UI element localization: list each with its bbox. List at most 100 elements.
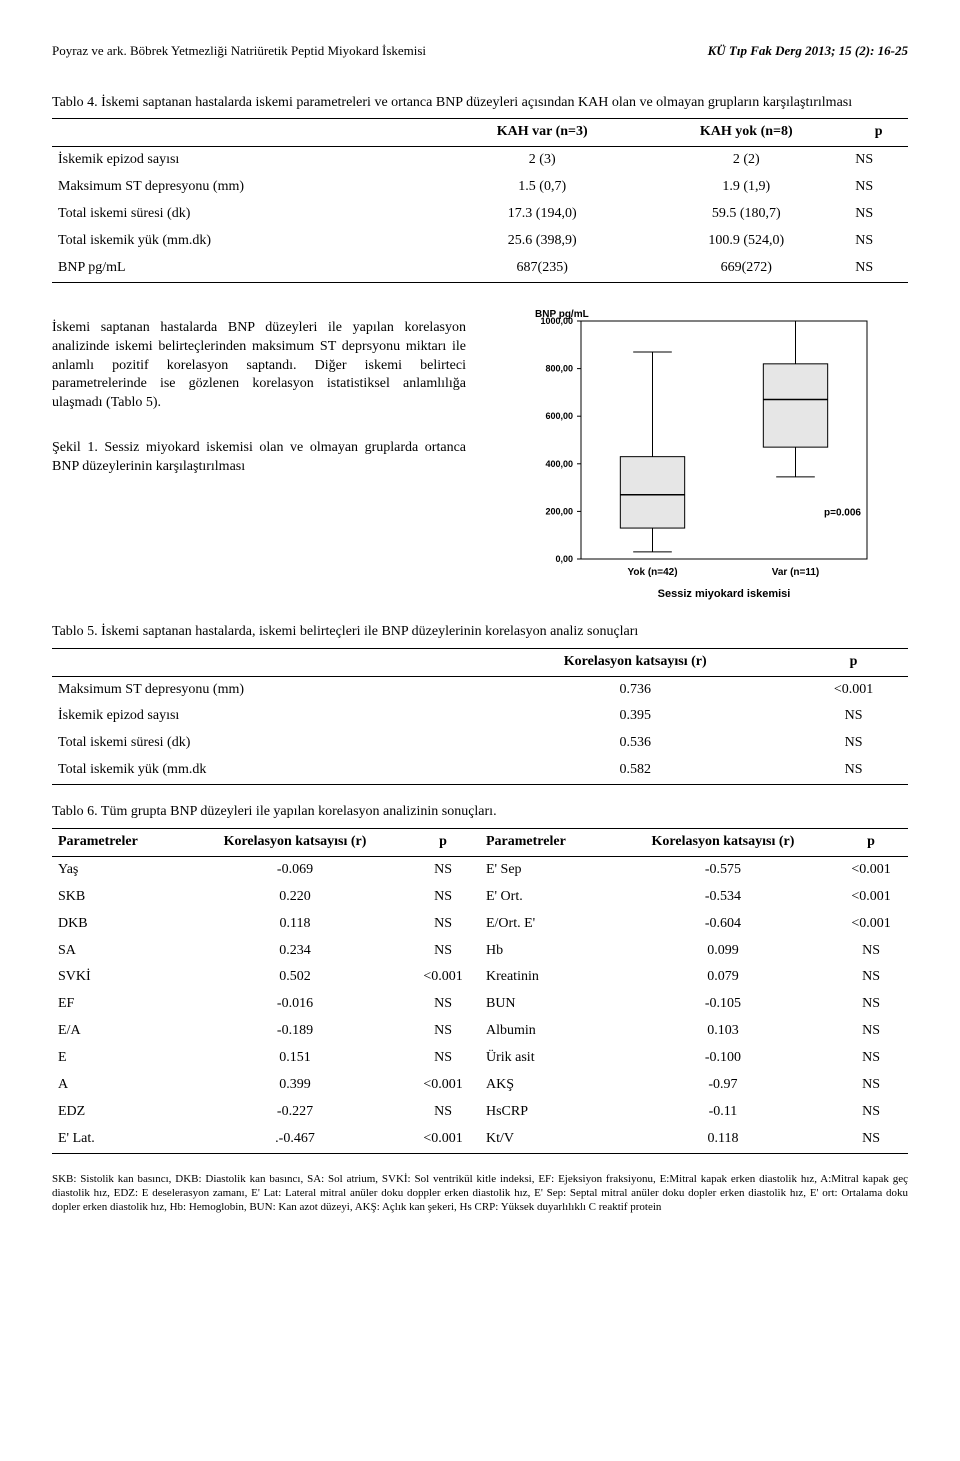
table-cell: 0.103	[612, 1018, 834, 1045]
table-cell: NS	[799, 730, 908, 757]
table-row: Total iskemik yük (mm.dk0.582NS	[52, 757, 908, 784]
table5: Korelasyon katsayısı (r) p Maksimum ST d…	[52, 648, 908, 785]
table5-head-c2: p	[799, 648, 908, 676]
table-cell: NS	[406, 1018, 480, 1045]
table-cell: 0.234	[184, 938, 406, 965]
table-cell: .-0.467	[184, 1126, 406, 1153]
table-row: SA0.234NSHb0.099NS	[52, 938, 908, 965]
table-row: E/A-0.189NSAlbumin0.103NS	[52, 1018, 908, 1045]
figure1-caption: Şekil 1. Sessiz miyokard iskemisi olan v…	[52, 439, 466, 477]
table-row: Maksimum ST depresyonu (mm)1.5 (0,7)1.9 …	[52, 174, 908, 201]
table-cell: Yaş	[52, 856, 184, 883]
table-row: Total iskemi süresi (dk)0.536NS	[52, 730, 908, 757]
table-cell: 100.9 (524,0)	[643, 228, 849, 255]
table-cell: E' Ort.	[480, 884, 612, 911]
svg-text:p=0.006: p=0.006	[824, 507, 861, 518]
table-cell: SVKİ	[52, 964, 184, 991]
table-cell: Hb	[480, 938, 612, 965]
table-cell: Ürik asit	[480, 1045, 612, 1072]
table-cell: A	[52, 1072, 184, 1099]
table-cell: -0.105	[612, 991, 834, 1018]
table-row: EDZ-0.227NSHsCRP-0.11NS	[52, 1099, 908, 1126]
table-cell: -0.534	[612, 884, 834, 911]
table-cell: -0.11	[612, 1099, 834, 1126]
table-row: SVKİ0.502<0.001Kreatinin0.079NS	[52, 964, 908, 991]
table-cell: -0.100	[612, 1045, 834, 1072]
table-cell: <0.001	[406, 1072, 480, 1099]
table-cell: SKB	[52, 884, 184, 911]
table-cell: NS	[849, 255, 908, 282]
table-cell: Total iskemik yük (mm.dk)	[52, 228, 441, 255]
table-cell: NS	[799, 703, 908, 730]
table-cell: NS	[834, 1045, 908, 1072]
table-cell: Total iskemi süresi (dk)	[52, 730, 471, 757]
table-cell: E' Lat.	[52, 1126, 184, 1153]
table-row: Yaş-0.069NSE' Sep-0.575<0.001	[52, 856, 908, 883]
table-row: BNP pg/mL687(235)669(272)NS	[52, 255, 908, 282]
table-cell: NS	[834, 1018, 908, 1045]
table-row: SKB0.220NSE' Ort.-0.534<0.001	[52, 884, 908, 911]
table4-head-c0	[52, 119, 441, 147]
table4-head-c1: KAH var (n=3)	[441, 119, 643, 147]
table4-caption: Tablo 4. İskemi saptanan hastalarda iske…	[52, 94, 908, 113]
svg-text:600,00: 600,00	[545, 411, 573, 421]
table-cell: Total iskemik yük (mm.dk	[52, 757, 471, 784]
table-cell: EF	[52, 991, 184, 1018]
table-cell: -0.97	[612, 1072, 834, 1099]
table-cell: 0.099	[612, 938, 834, 965]
table-cell: 0.151	[184, 1045, 406, 1072]
svg-text:200,00: 200,00	[545, 506, 573, 516]
fig-text-row: İskemi saptanan hastalarda BNP düzeyleri…	[52, 305, 908, 605]
table-cell: İskemik epizod sayısı	[52, 703, 471, 730]
table6-footnote: SKB: Sistolik kan basıncı, DKB: Diastoli…	[52, 1172, 908, 1215]
table-row: Total iskemik yük (mm.dk)25.6 (398,9)100…	[52, 228, 908, 255]
table-cell: 0.118	[612, 1126, 834, 1153]
table-cell: Kt/V	[480, 1126, 612, 1153]
table-cell: 687(235)	[441, 255, 643, 282]
table-cell: 1.5 (0,7)	[441, 174, 643, 201]
table6-head-c3: Parametreler	[480, 829, 612, 857]
table5-caption: Tablo 5. İskemi saptanan hastalarda, isk…	[52, 623, 908, 642]
table-cell: NS	[799, 757, 908, 784]
table-cell: NS	[849, 228, 908, 255]
table4-head-c3: p	[849, 119, 908, 147]
table-cell: 25.6 (398,9)	[441, 228, 643, 255]
table-cell: NS	[849, 201, 908, 228]
table-cell: <0.001	[834, 911, 908, 938]
header-left: Poyraz ve ark. Böbrek Yetmezliği Natriür…	[52, 42, 426, 60]
table-cell: Maksimum ST depresyonu (mm)	[52, 676, 471, 703]
table-cell: -0.575	[612, 856, 834, 883]
paragraph-1: İskemi saptanan hastalarda BNP düzeyleri…	[52, 319, 466, 413]
table-row: Total iskemi süresi (dk)17.3 (194,0)59.5…	[52, 201, 908, 228]
table-cell: E/Ort. E'	[480, 911, 612, 938]
table-cell: AKŞ	[480, 1072, 612, 1099]
table-cell: NS	[834, 1099, 908, 1126]
table-row: İskemik epizod sayısı2 (3)2 (2)NS	[52, 147, 908, 174]
table6-head-c2: p	[406, 829, 480, 857]
svg-text:Var (n=11): Var (n=11)	[772, 567, 820, 578]
table-cell: 2 (2)	[643, 147, 849, 174]
table-cell: Maksimum ST depresyonu (mm)	[52, 174, 441, 201]
table-cell: 2 (3)	[441, 147, 643, 174]
table-cell: -0.604	[612, 911, 834, 938]
table6-head-c4: Korelasyon katsayısı (r)	[612, 829, 834, 857]
table6-head-c5: p	[834, 829, 908, 857]
table6-caption: Tablo 6. Tüm grupta BNP düzeyleri ile ya…	[52, 803, 908, 822]
table-cell: <0.001	[406, 1126, 480, 1153]
table-row: E' Lat..-0.467<0.001Kt/V0.118NS	[52, 1126, 908, 1153]
table-cell: NS	[849, 147, 908, 174]
table-cell: <0.001	[799, 676, 908, 703]
table-cell: E' Sep	[480, 856, 612, 883]
svg-text:Sessiz miyokard iskemisi: Sessiz miyokard iskemisi	[658, 588, 791, 600]
table-cell: NS	[834, 991, 908, 1018]
table5-head-c1: Korelasyon katsayısı (r)	[471, 648, 799, 676]
table-cell: BNP pg/mL	[52, 255, 441, 282]
table-cell: Total iskemi süresi (dk)	[52, 201, 441, 228]
table-cell: -0.016	[184, 991, 406, 1018]
table-cell: NS	[406, 911, 480, 938]
table-cell: NS	[834, 964, 908, 991]
table-row: EF-0.016NSBUN-0.105NS	[52, 991, 908, 1018]
table5-head-c0	[52, 648, 471, 676]
svg-text:800,00: 800,00	[545, 363, 573, 373]
table-cell: 17.3 (194,0)	[441, 201, 643, 228]
